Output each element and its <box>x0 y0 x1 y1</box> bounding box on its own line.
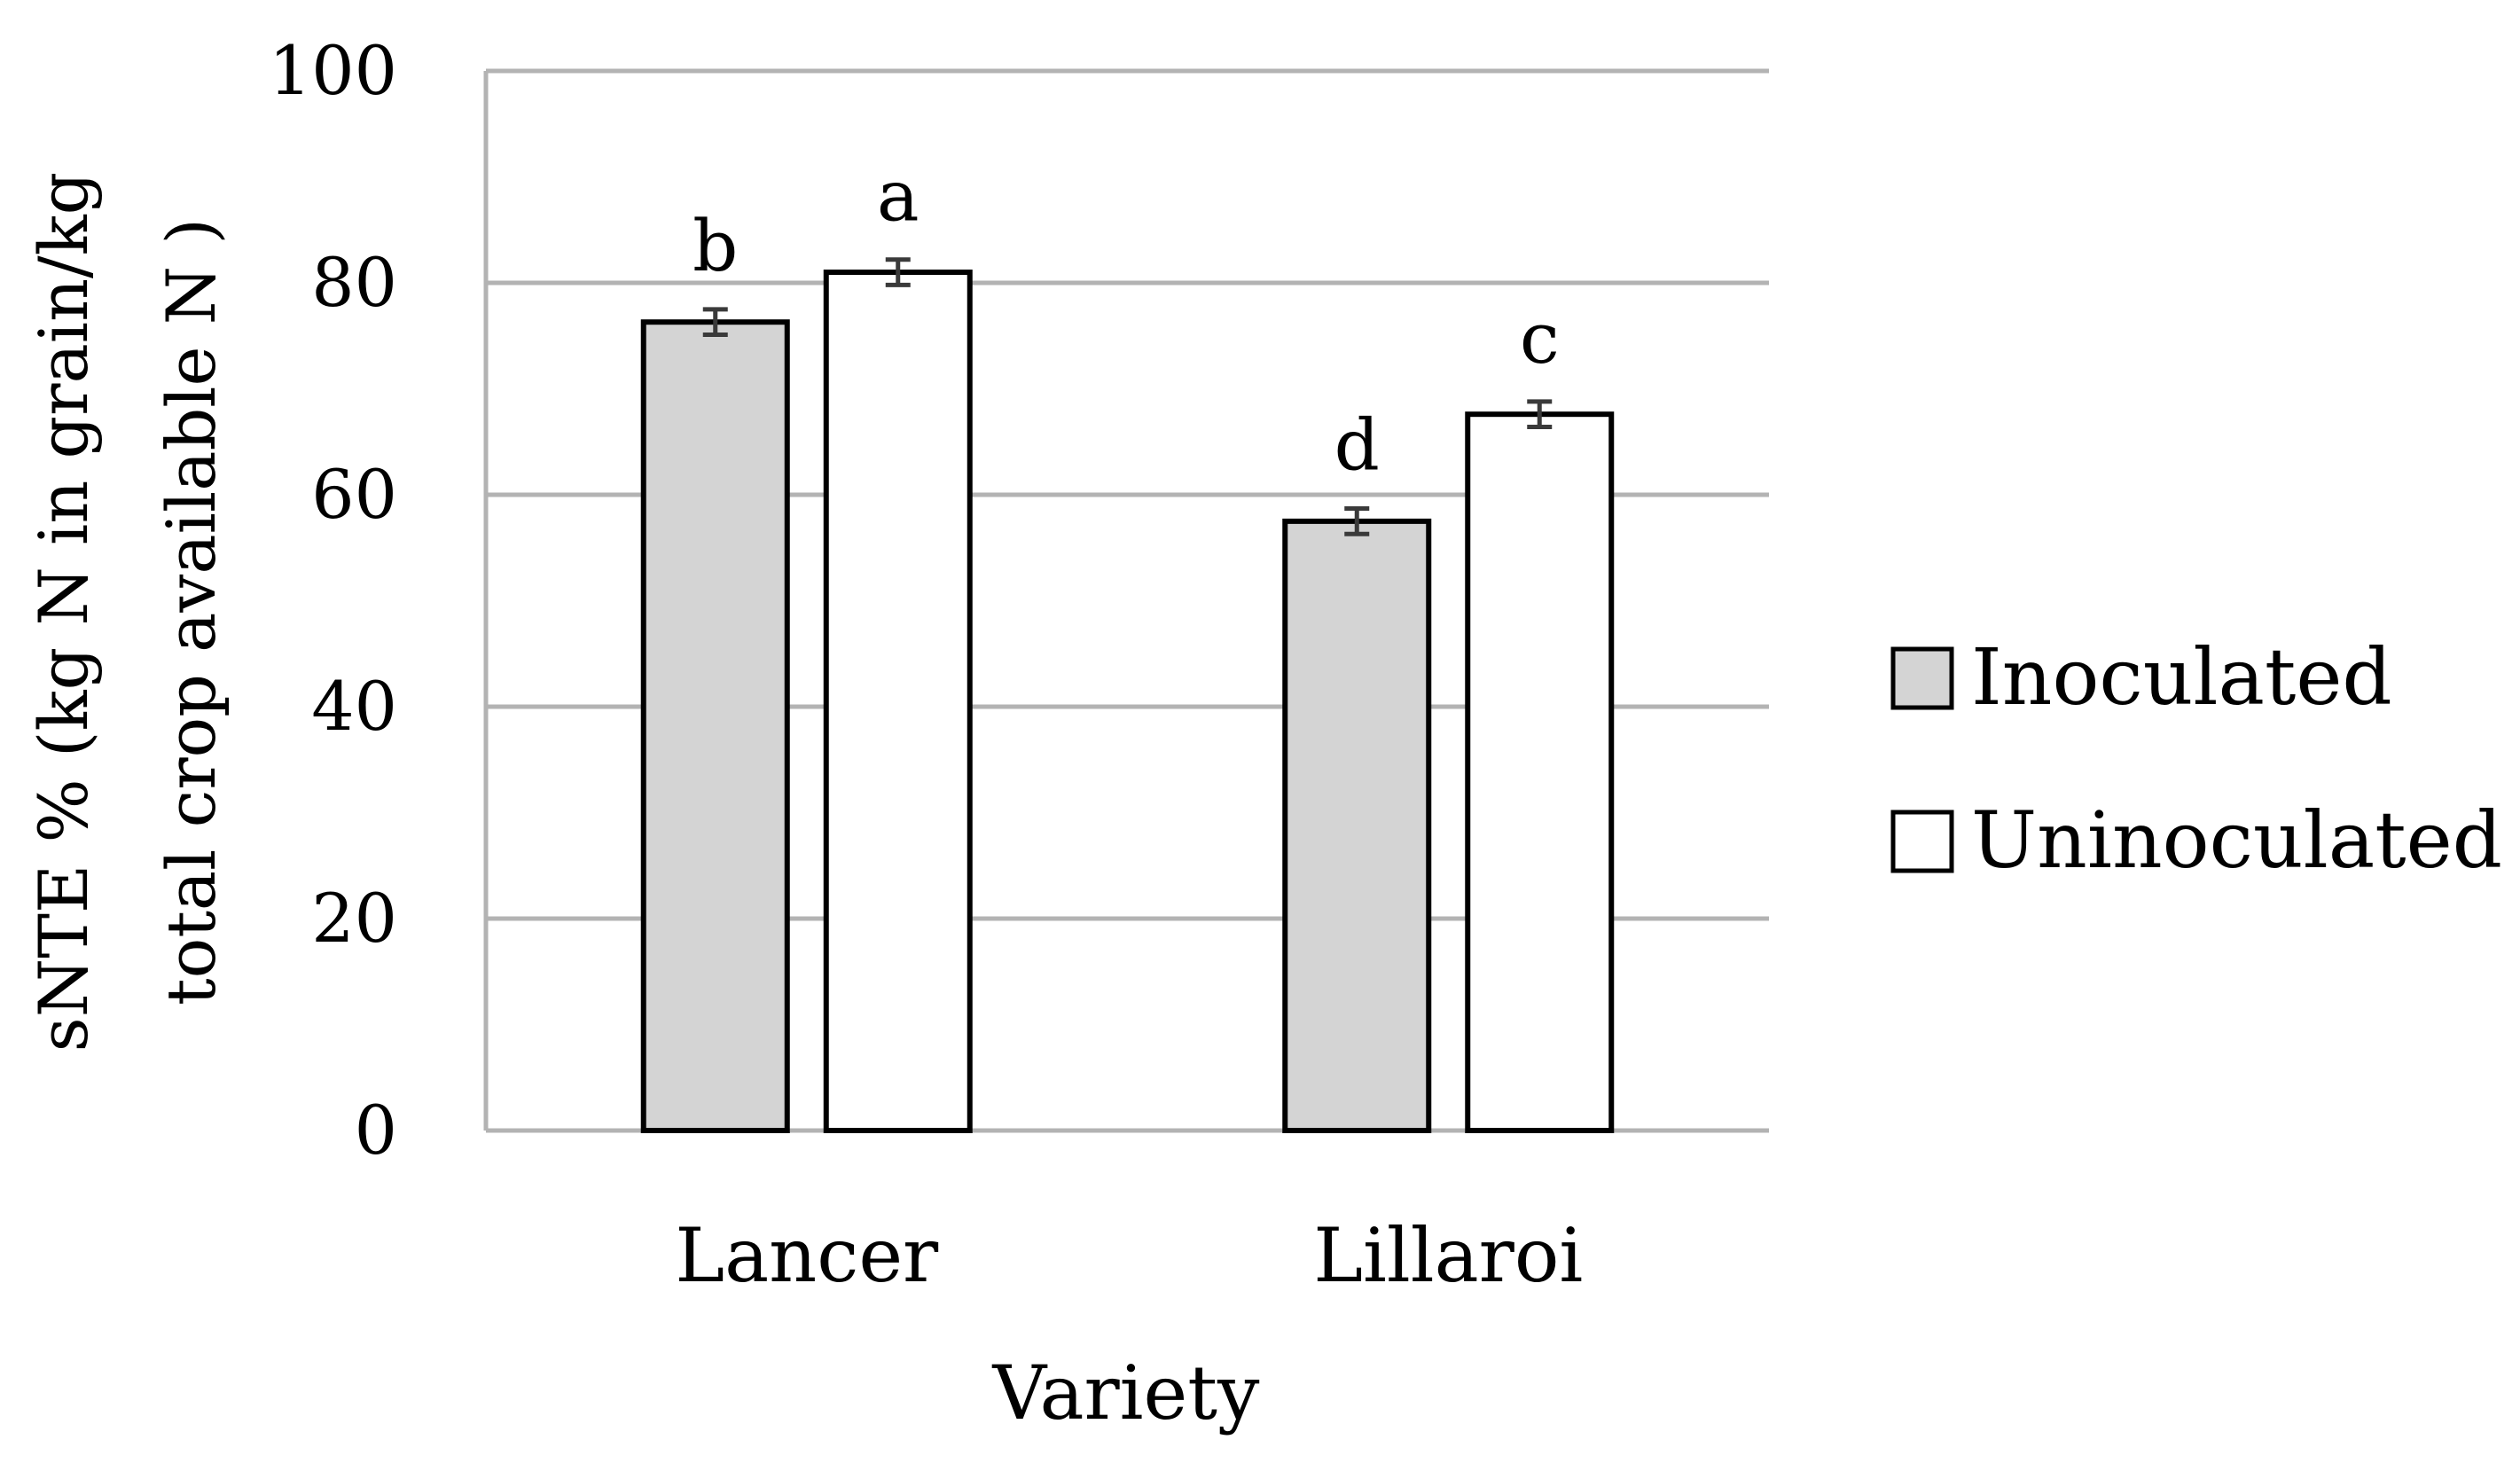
error-bar <box>702 307 728 338</box>
y-tick-label: 40 <box>311 667 397 746</box>
legend-swatch <box>1890 646 1954 710</box>
error-bar <box>1344 506 1370 536</box>
y-tick-label: 20 <box>311 879 397 958</box>
significance-letter: a <box>877 155 920 238</box>
legend-item: Uninoculated <box>1890 794 2502 886</box>
significance-letter: c <box>1520 297 1560 379</box>
error-bar <box>885 257 911 287</box>
bar-inoculated-lancer <box>640 319 790 1133</box>
y-axis-title-line-1: sNTE % (kg N in grain/kg <box>24 172 103 1052</box>
bar-uninoculated-lillaroi <box>1465 411 1615 1133</box>
y-tick-label: 80 <box>311 243 397 322</box>
y-tick-label: 100 <box>269 31 397 110</box>
significance-letter: d <box>1334 404 1380 487</box>
legend: Inoculated Uninoculated <box>1890 631 2502 886</box>
legend-item: Inoculated <box>1890 631 2392 723</box>
y-tick-label: 0 <box>355 1091 397 1170</box>
bars <box>640 270 1615 1133</box>
significance-letter: b <box>693 205 738 287</box>
y-tick-labels: 0 20 40 60 80 100 <box>269 31 397 1170</box>
error-bars <box>702 257 1553 536</box>
x-tick-label: Lancer <box>675 1212 939 1299</box>
bar-inoculated-lillaroi <box>1282 518 1432 1133</box>
x-tick-label: Lillaroi <box>1313 1212 1583 1299</box>
legend-swatch <box>1890 810 1954 873</box>
y-tick-label: 60 <box>311 455 397 534</box>
y-axis-title-line-2: total crop available N ) <box>152 218 231 1005</box>
significance-letters: b a d c <box>693 155 1560 487</box>
legend-label: Uninoculated <box>1971 794 2502 886</box>
legend-label: Inoculated <box>1971 631 2392 723</box>
bar-uninoculated-lancer <box>823 270 973 1133</box>
x-tick-labels: Lancer Lillaroi <box>675 1212 1583 1299</box>
x-axis-title: Variety <box>992 1350 1261 1436</box>
error-bar <box>1527 399 1553 430</box>
